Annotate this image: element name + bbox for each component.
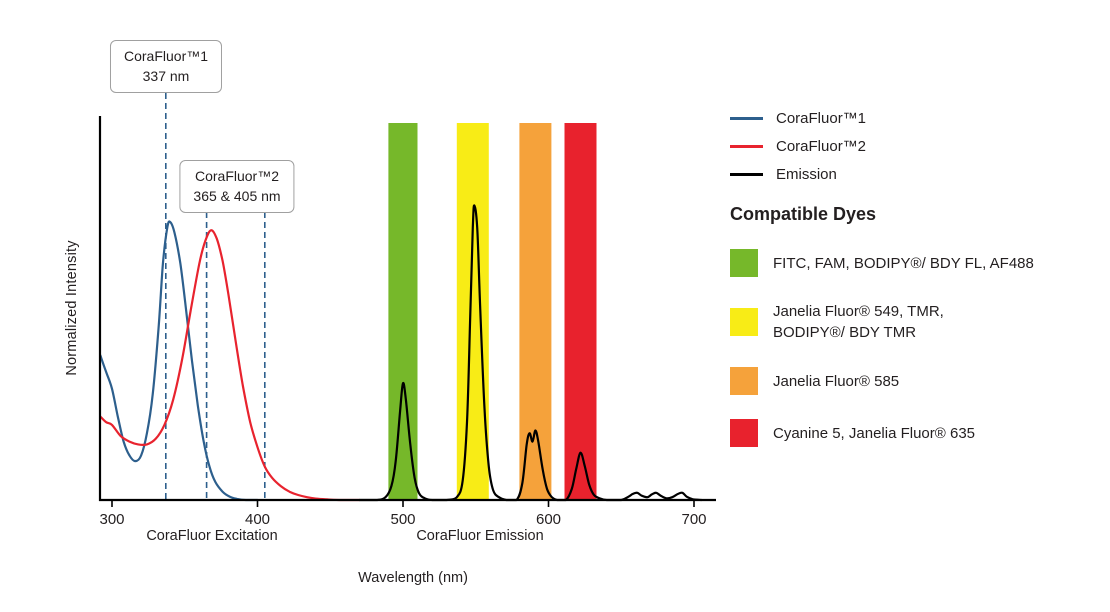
red-dye-swatch [730, 419, 758, 447]
y-axis-label: Normalized Intensity [64, 240, 80, 376]
filter-band-green [388, 123, 418, 500]
compatible-dyes-heading: Compatible Dyes [730, 204, 877, 224]
dye-item-red: Cyanine 5, Janelia Fluor® 635 [730, 419, 1102, 447]
curve-corafluor1 [99, 220, 259, 502]
dye-item-label: Janelia Fluor® 585 [773, 372, 900, 390]
legend-item-corafluor2: CoraFluor™2 [730, 132, 1102, 160]
curve-corafluor2 [99, 229, 361, 502]
x-tick-label-300: 300 [99, 511, 124, 528]
x-section-label-excitation: CoraFluor Excitation [146, 528, 278, 544]
callout-corafluor1-title: CoraFluor™1 [123, 48, 209, 64]
x-tick-label-700: 700 [681, 511, 706, 528]
dye-item-label: FITC, FAM, BODIPY®/ BDY FL, AF488 [773, 254, 1034, 272]
callout-corafluor2-title: CoraFluor™2 [194, 168, 280, 184]
legend-item-label: CoraFluor™1 [776, 109, 867, 127]
callout-corafluor2-value: 365 & 405 nm [193, 188, 281, 205]
corafluor2-line-swatch [730, 144, 763, 148]
curve-emission [358, 204, 703, 502]
dye-item-yellow: Janelia Fluor® 549, TMR, BODIPY®/ BDY TM… [730, 301, 1102, 343]
filter-band-orange [519, 123, 552, 500]
dye-item-green: FITC, FAM, BODIPY®/ BDY FL, AF488 [730, 249, 1102, 277]
dye-item-label: Cyanine 5, Janelia Fluor® 635 [773, 424, 976, 442]
corafluor1-line-swatch [730, 116, 763, 120]
x-axis-label: Wavelength (nm) [358, 570, 468, 586]
filter-band-red [564, 123, 597, 500]
x-tick-label-400: 400 [245, 511, 270, 528]
legend-item-corafluor1: CoraFluor™1 [730, 104, 1102, 132]
dye-item-label: Janelia Fluor® 549, TMR, BODIPY®/ BDY TM… [773, 303, 944, 341]
legend-item-label: CoraFluor™2 [776, 137, 867, 155]
x-section-label-emission: CoraFluor Emission [416, 528, 544, 544]
callout-corafluor1: CoraFluor™1 337 nm [109, 40, 223, 93]
dye-item-orange: Janelia Fluor® 585 [730, 367, 1102, 395]
filter-band-yellow [456, 123, 489, 500]
chart-area: 300 400 500 600 700 Normalized Intensity Cor… [64, 40, 716, 586]
green-dye-swatch [730, 249, 758, 277]
legend-item-label: Emission [776, 165, 837, 183]
chart-svg: 300 400 500 600 700 [98, 93, 716, 528]
x-tick-label-500: 500 [390, 511, 415, 528]
x-tick-label-600: 600 [536, 511, 561, 528]
orange-dye-swatch [730, 367, 758, 395]
yellow-dye-swatch [730, 308, 758, 336]
legend-item-emission: Emission [730, 160, 1102, 188]
callout-corafluor1-value: 337 nm [142, 68, 190, 85]
callout-corafluor2: CoraFluor™2 365 & 405 nm [179, 160, 295, 213]
emission-line-swatch [730, 172, 763, 176]
legend: CoraFluor™1 CoraFluor™2 Emission Compati… [730, 104, 1102, 447]
